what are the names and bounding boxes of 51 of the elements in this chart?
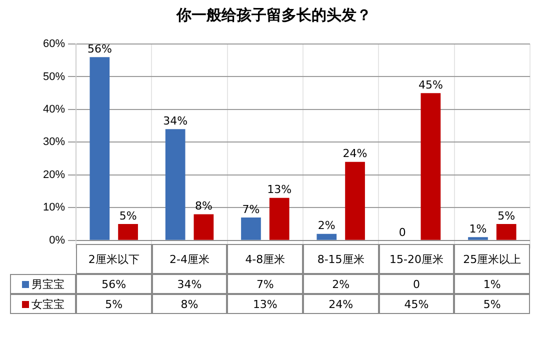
data-label: 13%	[227, 294, 303, 314]
y-tick-label: 50%	[42, 70, 66, 83]
bar	[194, 214, 214, 240]
legend-label: 女宝宝	[30, 298, 64, 311]
x-tick-label: 2厘米以下	[76, 244, 152, 274]
bar	[345, 162, 365, 240]
y-tick-label: 10%	[42, 202, 66, 214]
y-tick-label: 60%	[42, 38, 66, 50]
x-tick-label: 8-15厘米	[303, 244, 379, 274]
data-label: 0	[378, 274, 454, 294]
x-tick-label: 25厘米以上	[454, 244, 530, 274]
text: 34%	[163, 114, 188, 128]
text: 45%	[418, 78, 443, 92]
y-tick-label: 30%	[42, 136, 66, 148]
x-tick-label: 2-4厘米	[152, 244, 228, 274]
bar	[90, 57, 110, 240]
text: 13%	[267, 183, 292, 196]
text: 1%	[469, 222, 487, 236]
x-tick-label: 15-20厘米	[378, 244, 454, 274]
text: 8%	[194, 200, 212, 213]
data-label: 1%	[454, 274, 530, 294]
bar	[496, 224, 516, 240]
text: 2%	[318, 219, 336, 232]
y-tick-label: 0%	[49, 234, 66, 246]
data-label: 56%	[76, 274, 152, 294]
legend-label: 男宝宝	[30, 278, 64, 291]
chart-title: 你一般给孩子留多长的头发？	[175, 6, 372, 25]
bar	[468, 237, 488, 240]
data-label: 8%	[152, 294, 228, 314]
data-label: 45%	[378, 294, 454, 314]
data-label: 2%	[303, 274, 379, 294]
text: 5%	[119, 209, 137, 222]
y-tick-label: 20%	[42, 168, 66, 181]
text: 56%	[87, 42, 112, 56]
data-label: 24%	[303, 294, 379, 314]
bar	[118, 224, 138, 240]
y-tick-label: 40%	[42, 104, 66, 116]
data-label: 7%	[227, 274, 303, 294]
x-tick-label: 4-8厘米	[227, 244, 303, 274]
text: 24%	[342, 147, 368, 160]
text: 0	[398, 226, 406, 239]
data-label: 34%	[152, 274, 228, 294]
bar	[165, 129, 186, 240]
data-label: 5%	[76, 294, 152, 314]
bar	[316, 234, 337, 240]
bar	[241, 217, 261, 240]
bar	[420, 93, 441, 240]
text: 7%	[242, 202, 260, 216]
bar	[269, 198, 290, 240]
text: 5%	[498, 209, 516, 222]
data-label: 5%	[454, 294, 530, 314]
